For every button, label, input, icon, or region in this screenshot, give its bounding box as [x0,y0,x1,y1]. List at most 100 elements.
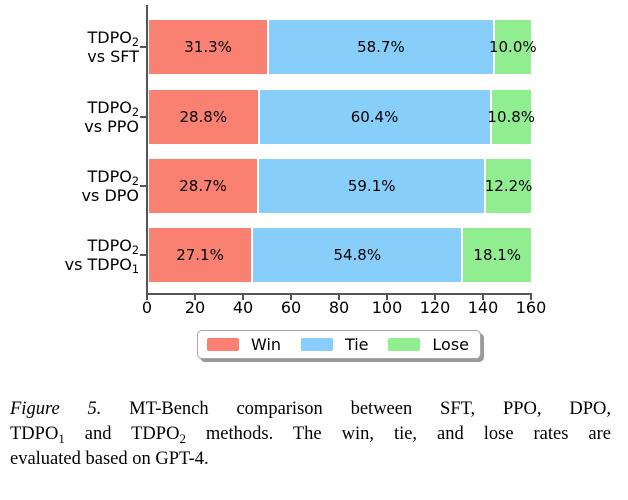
bar-value-label: 27.1% [176,246,224,264]
x-tick [242,295,244,300]
x-tick-label: 140 [467,298,499,317]
legend-swatch-win [207,338,239,351]
text-segment: TDPO [87,167,132,186]
x-axis-spine [146,293,532,295]
bar-segment-lose: 18.1% [462,227,532,283]
bar-value-label: 60.4% [350,108,399,126]
text-segment: TDPO [87,98,132,117]
x-tick [338,295,340,300]
x-tick [290,295,292,300]
y-axis-label-line: vs TDPO1 [0,255,139,277]
caption-line: TDPO1 and TDPO2 methods. The win, tie, a… [10,422,611,447]
bar-row: 28.7% 59.1% 12.2% [148,158,532,214]
y-axis-spine [146,5,148,295]
legend-box: Win Tie Lose [197,330,481,359]
bar-segment-lose: 10.0% [489,19,537,75]
x-tick-label: 0 [141,298,153,317]
text-segment: TDPO [87,28,132,47]
bar-value-label: 31.3% [184,38,232,56]
bar-segment-tie: 59.1% [258,158,486,214]
legend-label-win: Win [251,335,282,354]
y-tick [140,254,146,256]
text-segment: 1 [58,430,65,446]
x-tick [386,295,388,300]
x-tick-label: 80 [328,298,350,317]
y-tick [140,46,146,48]
y-tick [140,185,146,187]
bar-segment-win: 27.1% [148,227,253,283]
text-segment: MT-Bench comparison between SFT, PPO, DP… [101,399,611,419]
bar-value-label: 58.7% [357,38,405,56]
x-tick [482,295,484,300]
x-tick-label: 20 [184,298,206,317]
bar-value-label: 54.8% [333,246,382,264]
bar-value-label: 28.8% [179,108,228,126]
x-tick-label: 120 [419,298,451,317]
text-segment: 2 [131,175,139,189]
text-segment: Figure 5. [10,399,102,419]
caption-line: evaluated based on GPT-4. [10,447,611,472]
y-axis-label: TDPO2 vs SFT [0,28,139,66]
y-axis-label: TDPO2 vs DPO [0,167,139,205]
text-segment: 2 [131,36,139,50]
y-axis-label-line: vs SFT [0,47,139,66]
y-axis-label-line: TDPO2 [0,28,139,50]
bar-segment-tie: 58.7% [268,19,494,75]
figure-caption: Figure 5. MT-Bench comparison between SF… [10,397,611,472]
text-segment: TDPO [10,424,59,444]
bar-segment-lose: 12.2% [485,158,532,214]
legend-label-tie: Tie [344,335,369,354]
x-tick [146,295,148,300]
text-segment: vs DPO [81,186,139,205]
x-tick-label: 100 [371,298,403,317]
bar-row: 28.8% 60.4% 10.8% [148,89,535,145]
y-axis-label-line: TDPO2 [0,98,139,120]
legend-item-win: Win [207,335,281,354]
y-axis-label: TDPO2 vs PPO [0,98,139,136]
bar-segment-win: 28.7% [148,158,259,214]
bar-value-label: 10.8% [487,108,536,126]
text-segment: 2 [179,430,186,446]
bar-value-label: 28.7% [179,177,227,195]
bar-row: 27.1% 54.8% 18.1% [148,227,532,283]
text-segment: evaluated based on GPT-4. [10,449,209,469]
text-segment: 2 [131,106,139,120]
bar-segment-lose: 10.8% [487,89,535,145]
caption-line: Figure 5. MT-Bench comparison between SF… [10,397,611,422]
bar-segment-tie: 60.4% [258,89,491,145]
text-segment: vs SFT [87,47,139,66]
y-axis-label-line: TDPO2 [0,167,139,189]
text-segment: vs TDPO [64,255,132,274]
bar-value-label: 18.1% [473,246,522,264]
bar-value-label: 10.0% [488,38,537,56]
x-tick-label: 40 [232,298,254,317]
bar-value-label: 12.2% [484,177,533,195]
y-axis-label: TDPO2 vs TDPO1 [0,236,139,277]
x-tick-label: 60 [280,298,302,317]
legend-swatch-lose [388,338,421,351]
x-tick-label: 160 [515,298,547,317]
y-tick [140,116,146,118]
mt-bench-chart: Win Tie Lose 31.3% 58.7% 10.0% TDPO2 vs SFT 2… [0,5,547,359]
y-axis-label-line: vs PPO [0,117,139,136]
text-segment: 2 [131,244,139,258]
bar-value-label: 59.1% [347,177,396,195]
legend-swatch-tie [300,338,333,351]
text-segment: methods. The win, tie, and lose rates ar… [185,424,611,444]
x-tick [194,295,196,300]
text-segment: TDPO [87,236,132,255]
legend-label-lose: Lose [432,335,469,354]
text-segment: and TDPO [64,424,180,444]
bar-segment-win: 31.3% [148,19,269,75]
legend-item-lose: Lose [388,335,469,354]
bar-segment-tie: 54.8% [252,227,463,283]
text-segment: 1 [131,263,139,277]
y-axis-label-line: TDPO2 [0,236,139,258]
y-axis-label-line: vs DPO [0,186,139,205]
bar-row: 31.3% 58.7% 10.0% [148,19,537,75]
bar-segment-win: 28.8% [148,89,259,145]
x-tick [434,295,436,300]
text-segment: vs PPO [84,117,139,136]
x-tick [530,295,532,300]
